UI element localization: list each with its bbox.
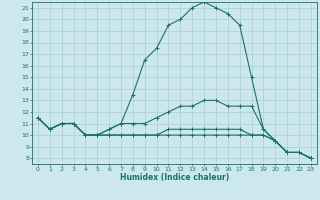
X-axis label: Humidex (Indice chaleur): Humidex (Indice chaleur) bbox=[120, 173, 229, 182]
